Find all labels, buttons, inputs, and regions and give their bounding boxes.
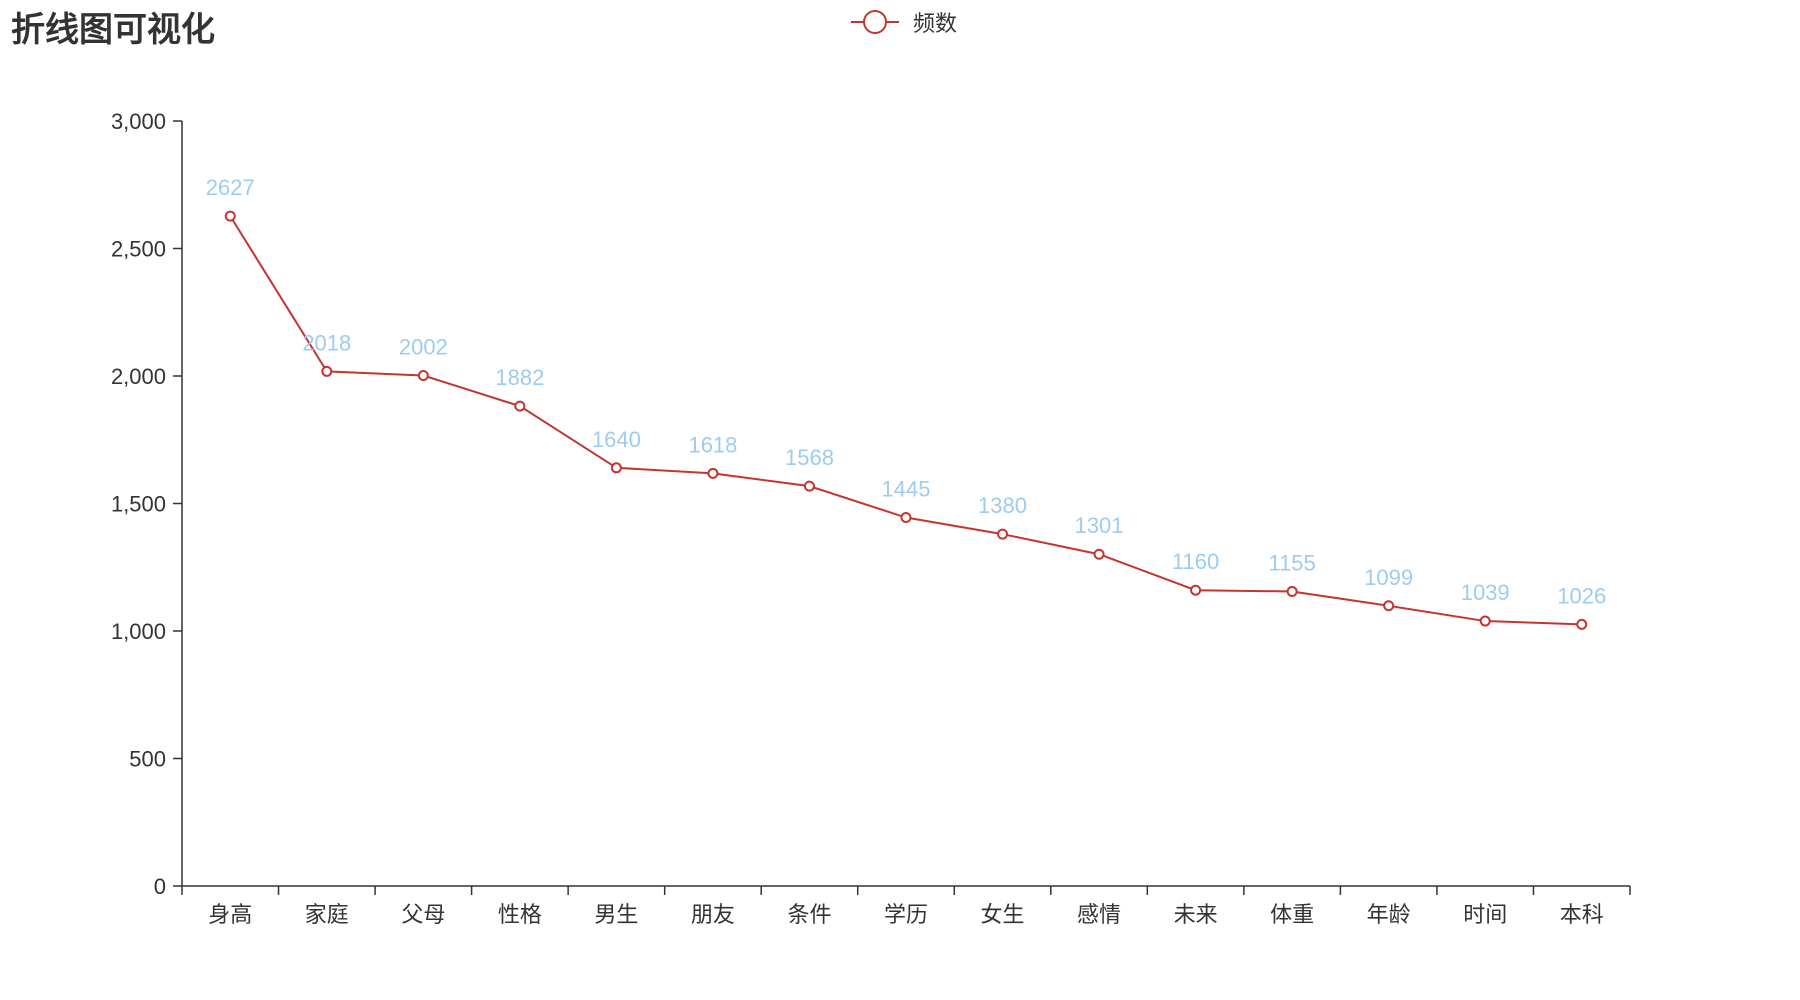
x-tick-label: 条件	[787, 903, 831, 928]
y-axis: 0 500 1,000 1,500 2,000 2,500 3,000	[111, 109, 183, 899]
data-point[interactable]	[610, 462, 622, 474]
data-point[interactable]	[417, 369, 429, 381]
x-tick-label: 年龄	[1367, 903, 1411, 928]
data-label: 1445	[882, 477, 931, 502]
data-point[interactable]	[1093, 548, 1105, 560]
legend-label: 频数	[913, 12, 958, 37]
x-tick-label: 性格	[498, 903, 542, 928]
data-label: 1160	[1172, 549, 1219, 574]
data-label: 1380	[978, 493, 1027, 518]
data-point[interactable]	[1576, 618, 1588, 630]
chart-title: 折线图可视化	[11, 10, 215, 50]
data-label: 1640	[592, 427, 641, 452]
data-label: 2002	[399, 334, 448, 359]
x-tick-label: 家庭	[305, 903, 349, 928]
legend-line-circle-icon	[851, 10, 899, 34]
y-tick-label: 2,500	[111, 237, 166, 262]
x-tick-label: 身高	[208, 903, 252, 928]
y-tick-label: 1,000	[111, 619, 166, 644]
data-point[interactable]	[707, 467, 719, 479]
y-tick-label: 2,000	[111, 364, 166, 389]
series-line	[229, 215, 1582, 626]
data-label: 1155	[1268, 550, 1315, 575]
data-point[interactable]	[900, 512, 912, 524]
data-point[interactable]	[997, 528, 1009, 540]
data-point[interactable]	[1479, 615, 1491, 627]
data-point[interactable]	[321, 365, 333, 377]
data-label: 1026	[1557, 583, 1606, 608]
x-tick-label: 朋友	[691, 903, 735, 928]
data-point[interactable]	[514, 400, 526, 412]
data-label: 1882	[495, 365, 544, 390]
x-tick-label: 感情	[1077, 903, 1121, 928]
data-point[interactable]	[1190, 584, 1202, 596]
y-tick-label: 0	[154, 874, 166, 899]
data-point[interactable]	[803, 480, 815, 492]
data-label: 2627	[206, 175, 255, 200]
y-tick-label: 1,500	[111, 492, 166, 517]
data-label: 1568	[785, 445, 834, 470]
x-tick-label: 男生	[594, 903, 638, 928]
y-tick-label: 500	[129, 747, 166, 772]
series-frequency: 2627 2018 2002 1882 1640 1618 1568 1445 1380 1301…	[206, 175, 1606, 630]
data-label: 2018	[302, 330, 351, 355]
x-tick-label: 本科	[1560, 903, 1604, 928]
y-tick-label: 3,000	[111, 109, 166, 134]
data-label: 1618	[688, 432, 737, 457]
x-tick-label: 女生	[981, 903, 1025, 928]
x-tick-label: 未来	[1174, 903, 1218, 928]
data-label: 1099	[1364, 565, 1413, 590]
data-point[interactable]	[1383, 600, 1395, 612]
x-tick-label: 体重	[1270, 903, 1314, 928]
x-axis: 身高 家庭 父母 性格 男生 朋友 条件 学历 女生 感情 未来 体重 年龄 时间 本科	[181, 885, 1631, 928]
data-point[interactable]	[1286, 585, 1298, 597]
x-tick-label: 时间	[1463, 903, 1507, 928]
x-tick-label: 学历	[884, 903, 928, 928]
legend[interactable]: 频数	[849, 4, 957, 40]
data-label: 1301	[1075, 513, 1124, 538]
data-point[interactable]	[224, 210, 236, 222]
data-label: 1039	[1461, 580, 1510, 605]
x-tick-label: 父母	[401, 903, 445, 928]
